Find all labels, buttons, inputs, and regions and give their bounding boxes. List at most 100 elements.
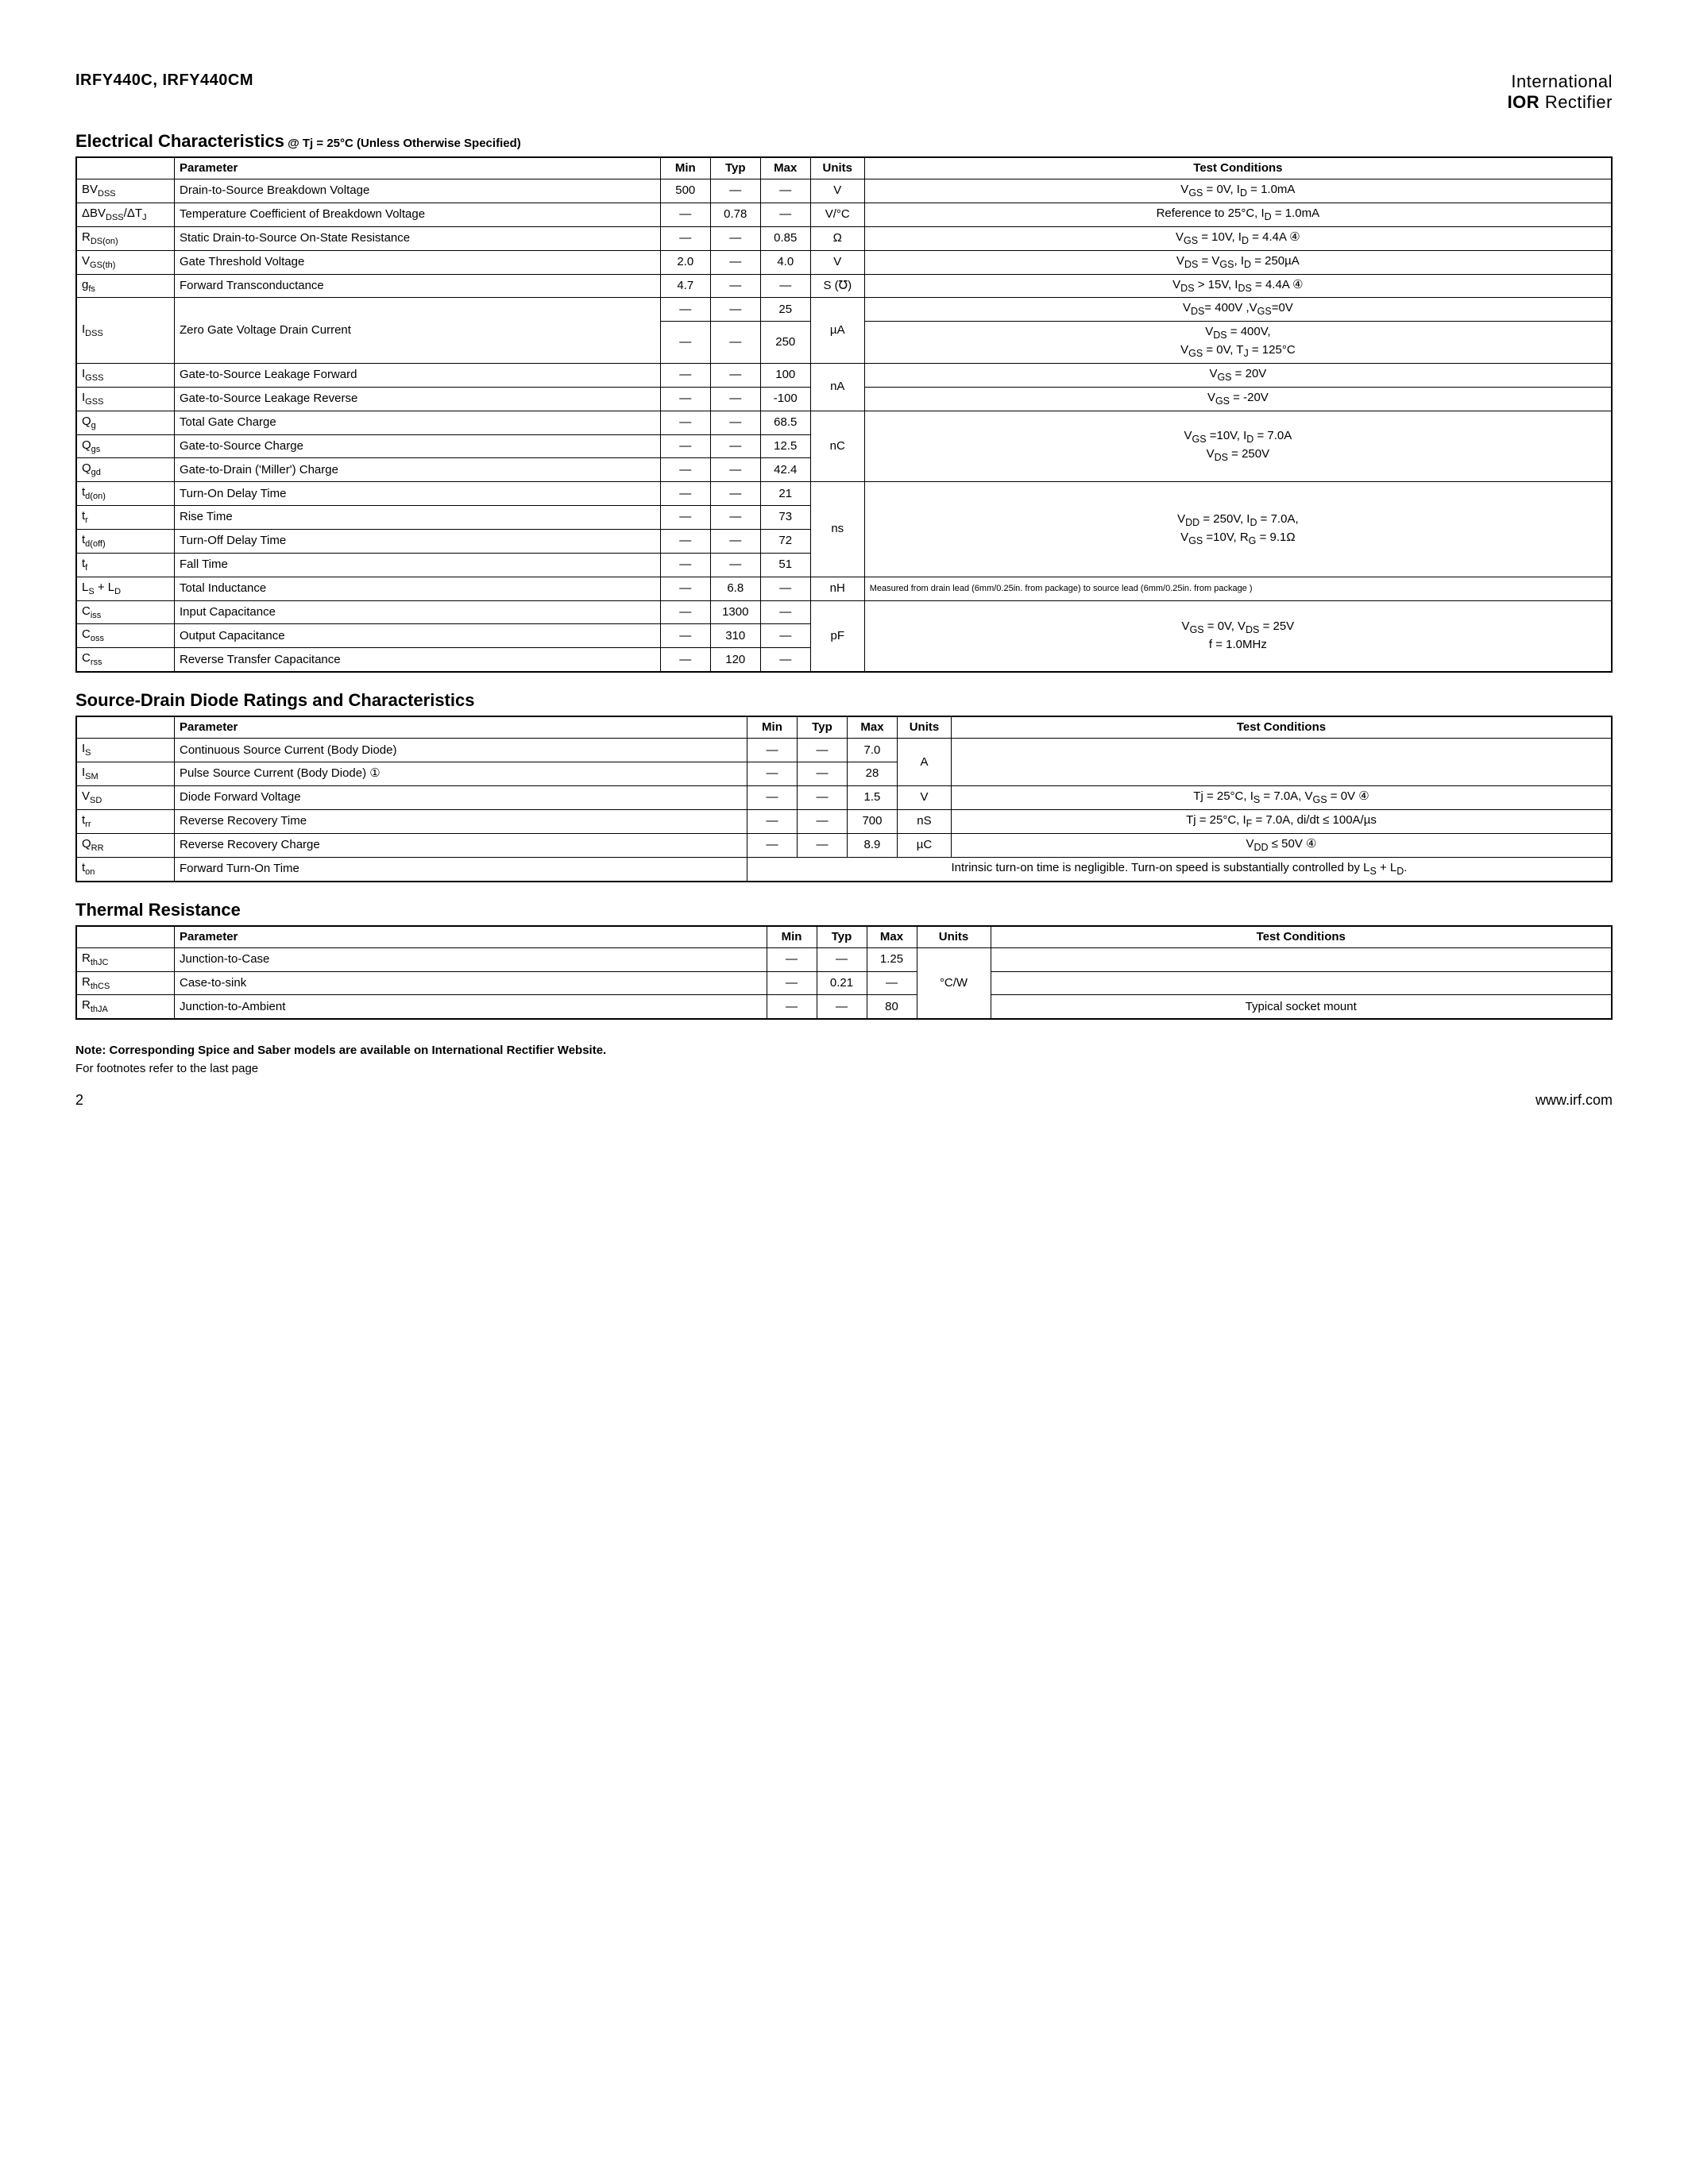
electrical-characteristics-table: Parameter Min Typ Max Units Test Conditi… (75, 156, 1613, 673)
cell-typ: — (797, 739, 847, 762)
cell-unit: S (℧) (810, 274, 864, 298)
cell-min: — (660, 553, 710, 577)
cell-sym: IGSS (76, 387, 175, 411)
cell-note: Intrinsic turn-on time is negligible. Tu… (747, 857, 1612, 881)
cell-max: 250 (760, 322, 810, 364)
table-row: BVDSS Drain-to-Source Breakdown Voltage … (76, 179, 1612, 203)
cell-param: Output Capacitance (175, 624, 661, 648)
cell-sym: ton (76, 857, 175, 881)
table-row: Qg Total Gate Charge — — 68.5 nC VGS =10… (76, 411, 1612, 434)
cell-unit: °C/W (917, 947, 991, 1019)
cell-max: — (760, 600, 810, 624)
cell-min: — (767, 971, 817, 995)
cell-sym: tr (76, 506, 175, 530)
cell-max: 0.85 (760, 226, 810, 250)
cell-cond: VDD ≤ 50V ④ (951, 833, 1612, 857)
cell-typ: — (797, 833, 847, 857)
cell-typ: — (710, 364, 760, 388)
cell-min: — (660, 624, 710, 648)
cell-typ: — (710, 387, 760, 411)
cell-max: — (760, 648, 810, 672)
cell-param: Pulse Source Current (Body Diode) ① (175, 762, 747, 786)
table-header-row: Parameter Min Typ Max Units Test Conditi… (76, 157, 1612, 179)
note-line2: For footnotes refer to the last page (75, 1062, 258, 1075)
cell-cond: VGS = 0V, ID = 1.0mA (864, 179, 1612, 203)
cell-unit: V (897, 786, 951, 810)
cell-cond (991, 947, 1612, 971)
cell-min: — (660, 600, 710, 624)
cell-max: 8.9 (847, 833, 897, 857)
th-cond: Test Conditions (951, 716, 1612, 739)
cell-max: 42.4 (760, 458, 810, 482)
cell-cond: Tj = 25°C, IS = 7.0A, VGS = 0V ④ (951, 786, 1612, 810)
cell-sym: RDS(on) (76, 226, 175, 250)
cell-typ: — (710, 179, 760, 203)
table-row: Ciss Input Capacitance — 1300 — pF VGS =… (76, 600, 1612, 624)
cell-min: — (767, 947, 817, 971)
page-number: 2 (75, 1092, 83, 1109)
cell-sym: VGS(th) (76, 250, 175, 274)
th-typ: Typ (797, 716, 847, 739)
cell-min: — (767, 995, 817, 1019)
cell-cond: VGS = 0V, VDS = 25Vf = 1.0MHz (864, 600, 1612, 672)
th-max: Max (867, 926, 917, 948)
cell-cond: VGS = 10V, ID = 4.4A ④ (864, 226, 1612, 250)
brand-rect: Rectifier (1545, 92, 1613, 112)
cell-min: — (660, 577, 710, 600)
cell-typ: — (710, 434, 760, 458)
cell-min: — (660, 322, 710, 364)
cell-typ: — (710, 506, 760, 530)
cell-param: Fall Time (175, 553, 661, 577)
cell-min: — (660, 411, 710, 434)
cell-unit: Ω (810, 226, 864, 250)
cell-min: — (660, 648, 710, 672)
cell-max: — (760, 624, 810, 648)
cell-param: Case-to-sink (175, 971, 767, 995)
cell-cond (951, 739, 1612, 786)
cell-max: 21 (760, 482, 810, 506)
th-units: Units (917, 926, 991, 948)
cell-param: Junction-to-Ambient (175, 995, 767, 1019)
cell-param: Drain-to-Source Breakdown Voltage (175, 179, 661, 203)
cell-param: Static Drain-to-Source On-State Resistan… (175, 226, 661, 250)
cell-sym: IGSS (76, 364, 175, 388)
cell-max: 73 (760, 506, 810, 530)
cell-max: 700 (847, 809, 897, 833)
table-row: VGS(th) Gate Threshold Voltage 2.0 — 4.0… (76, 250, 1612, 274)
table-row: ΔBVDSS/ΔTJ Temperature Coefficient of Br… (76, 203, 1612, 226)
table-row: td(on) Turn-On Delay Time — — 21 ns VDD … (76, 482, 1612, 506)
th-units: Units (897, 716, 951, 739)
th-sym (76, 716, 175, 739)
thermal-resistance-table: Parameter Min Typ Max Units Test Conditi… (75, 925, 1613, 1021)
cell-max: — (760, 274, 810, 298)
cell-cond: VGS =10V, ID = 7.0AVDS = 250V (864, 411, 1612, 482)
brand-bottom: IOR Rectifier (1508, 92, 1613, 113)
cell-unit: µA (810, 298, 864, 364)
cell-unit: pF (810, 600, 864, 672)
cell-min: — (660, 434, 710, 458)
cell-cond: VDS = 400V,VGS = 0V, TJ = 125°C (864, 322, 1612, 364)
cell-typ: 310 (710, 624, 760, 648)
cell-typ: — (710, 274, 760, 298)
cell-unit: nC (810, 411, 864, 482)
cell-typ: — (710, 553, 760, 577)
th-min: Min (660, 157, 710, 179)
cell-param: Turn-Off Delay Time (175, 530, 661, 554)
th-cond: Test Conditions (991, 926, 1612, 948)
cell-unit: V (810, 250, 864, 274)
cell-cond: VDS= 400V ,VGS=0V (864, 298, 1612, 322)
page-footer: 2 www.irf.com (75, 1092, 1613, 1109)
cell-sym: VSD (76, 786, 175, 810)
cell-max: -100 (760, 387, 810, 411)
cell-typ: — (817, 995, 867, 1019)
table-row: RthJA Junction-to-Ambient — — 80 Typical… (76, 995, 1612, 1019)
cell-min: — (660, 298, 710, 322)
section1-suffix: @ Tj = 25°C (Unless Otherwise Specified) (284, 137, 521, 150)
cell-param: Rise Time (175, 506, 661, 530)
cell-typ: — (817, 947, 867, 971)
cell-max: 7.0 (847, 739, 897, 762)
cell-typ: — (710, 250, 760, 274)
cell-sym: gfs (76, 274, 175, 298)
cell-param: Forward Turn-On Time (175, 857, 747, 881)
cell-min: 500 (660, 179, 710, 203)
